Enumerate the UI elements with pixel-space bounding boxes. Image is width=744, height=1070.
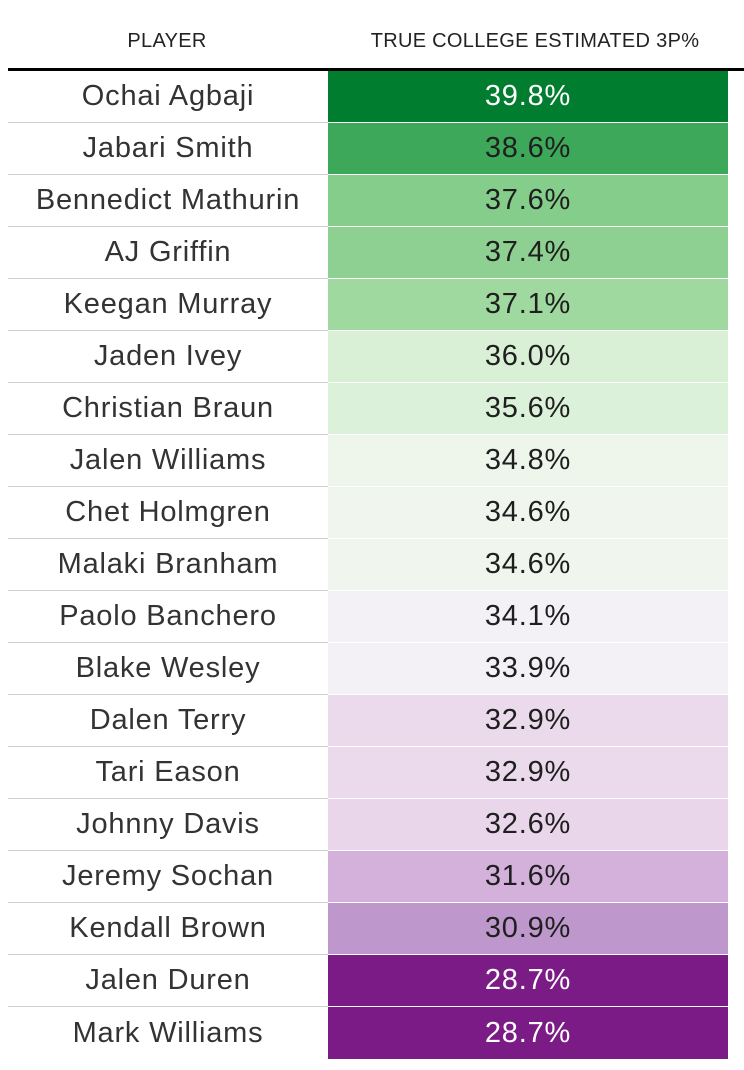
estimated-3p-cell: 33.9% — [328, 643, 728, 695]
table-row: Tari Eason 32.9% — [8, 747, 744, 799]
player-name-cell: Malaki Branham — [8, 539, 328, 591]
column-header-player: PLAYER — [127, 29, 207, 52]
player-name-cell: Johnny Davis — [8, 799, 328, 851]
table-row: Jalen Williams 34.8% — [8, 435, 744, 487]
player-name-cell: Dalen Terry — [8, 695, 328, 747]
player-name-cell: Tari Eason — [8, 747, 328, 799]
table-row: Bennedict Mathurin 37.6% — [8, 175, 744, 227]
table-body: Ochai Agbaji 39.8% Jabari Smith 38.6% Benned… — [8, 71, 744, 1059]
estimated-3p-cell: 34.6% — [328, 487, 728, 539]
player-name-cell: Ochai Agbaji — [8, 71, 328, 123]
estimated-3p-cell: 28.7% — [328, 1007, 728, 1059]
table-row: Mark Williams 28.7% — [8, 1007, 744, 1059]
table-row: Keegan Murray 37.1% — [8, 279, 744, 331]
table-row: Paolo Banchero 34.1% — [8, 591, 744, 643]
player-3p-table: PLAYER TRUE COLLEGE ESTIMATED 3P% Ochai … — [8, 0, 744, 1059]
table-row: Blake Wesley 33.9% — [8, 643, 744, 695]
table-row: Chet Holmgren 34.6% — [8, 487, 744, 539]
estimated-3p-cell: 37.6% — [328, 175, 728, 227]
player-name-cell: Paolo Banchero — [8, 591, 328, 643]
table-row: Jaden Ivey 36.0% — [8, 331, 744, 383]
table-row: Kendall Brown 30.9% — [8, 903, 744, 955]
player-name-cell: Keegan Murray — [8, 279, 328, 331]
player-name-cell: Jaden Ivey — [8, 331, 328, 383]
column-header-estimated-3p: TRUE COLLEGE ESTIMATED 3P% — [370, 29, 700, 52]
estimated-3p-cell: 34.8% — [328, 435, 728, 487]
player-name-cell: Mark Williams — [72, 1016, 264, 1049]
table-row: Jabari Smith 38.6% — [8, 123, 744, 175]
estimated-3p-cell: 32.6% — [328, 799, 728, 851]
table-row: Jeremy Sochan 31.6% — [8, 851, 744, 903]
estimated-3p-cell: 31.6% — [328, 851, 728, 903]
estimated-3p-cell: 34.6% — [328, 539, 728, 591]
player-name-cell: Jabari Smith — [8, 123, 328, 175]
table-row: Jalen Duren 28.7% — [8, 955, 744, 1007]
estimated-3p-cell: 32.9% — [328, 695, 728, 747]
estimated-3p-cell: 34.1% — [328, 591, 728, 643]
table-header: PLAYER TRUE COLLEGE ESTIMATED 3P% — [8, 0, 744, 71]
estimated-3p-cell: 30.9% — [328, 903, 728, 955]
player-name-cell: Christian Braun — [8, 383, 328, 435]
player-name-cell: Chet Holmgren — [8, 487, 328, 539]
table-row: Ochai Agbaji 39.8% — [8, 71, 744, 123]
player-name-cell: Jalen Williams — [8, 435, 328, 487]
player-name-cell: AJ Griffin — [8, 227, 328, 279]
estimated-3p-cell: 39.8% — [328, 71, 728, 123]
estimated-3p-cell: 37.4% — [328, 227, 728, 279]
table-row: AJ Griffin 37.4% — [8, 227, 744, 279]
player-name-cell: Blake Wesley — [8, 643, 328, 695]
player-name-cell: Jeremy Sochan — [8, 851, 328, 903]
estimated-3p-cell: 37.1% — [328, 279, 728, 331]
estimated-3p-cell: 35.6% — [328, 383, 728, 435]
table-row: Malaki Branham 34.6% — [8, 539, 744, 591]
estimated-3p-cell: 36.0% — [328, 331, 728, 383]
estimated-3p-cell: 28.7% — [328, 955, 728, 1007]
player-name-cell: Jalen Duren — [8, 955, 328, 1007]
estimated-3p-cell: 32.9% — [328, 747, 728, 799]
table-row: Christian Braun 35.6% — [8, 383, 744, 435]
table-row: Johnny Davis 32.6% — [8, 799, 744, 851]
player-name-cell: Bennedict Mathurin — [8, 175, 328, 227]
table-row: Dalen Terry 32.9% — [8, 695, 744, 747]
player-name-cell: Kendall Brown — [8, 903, 328, 955]
estimated-3p-cell: 38.6% — [328, 123, 728, 175]
